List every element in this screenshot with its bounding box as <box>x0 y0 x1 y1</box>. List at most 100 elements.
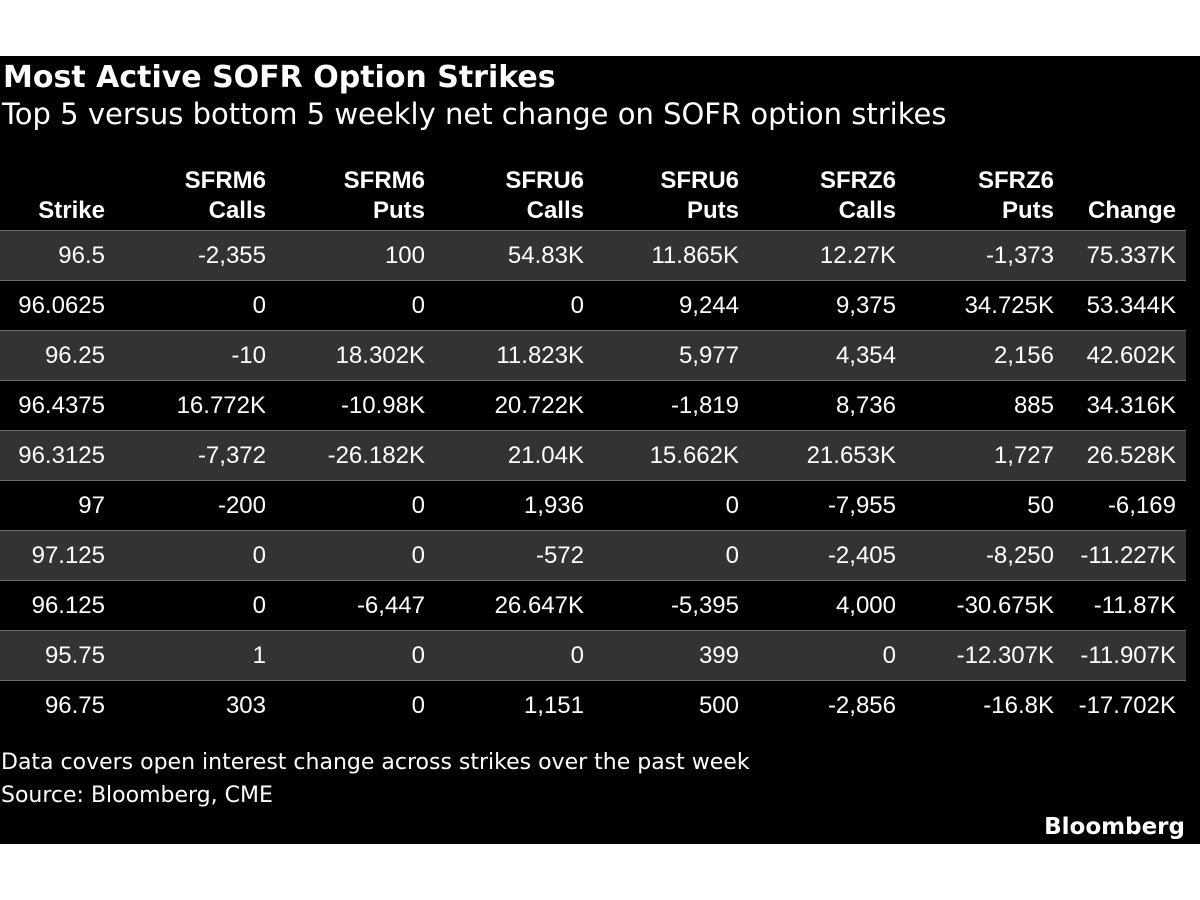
table-cell: 26.528K <box>1086 442 1176 469</box>
table-header: Strike SFRM6 Calls SFRM6 Puts SFRU6 Calls SFRU6… <box>0 162 1186 230</box>
table-cell: 885 <box>1013 392 1054 419</box>
table-cell: 4,354 <box>835 342 896 369</box>
table-cell: 15.662K <box>649 442 739 469</box>
table-cell: -1,373 <box>985 242 1054 269</box>
column-header: SFRM6 Calls <box>105 162 266 226</box>
table-cell: 4,000 <box>835 592 896 619</box>
table-cell: -572 <box>535 542 584 569</box>
column-header-line: Strike <box>38 197 105 224</box>
table-row: 97 -200 0 1,936 0 -7,955 50 -6,169 <box>0 480 1186 530</box>
bloomberg-logo: Bloomberg <box>1044 814 1185 840</box>
table-cell: 26.647K <box>494 592 584 619</box>
column-header: SFRM6 Puts <box>266 162 425 226</box>
data-table: Strike SFRM6 Calls SFRM6 Puts SFRU6 Calls SFRU6… <box>0 162 1186 730</box>
table-cell: -30.675K <box>956 592 1054 619</box>
table-cell: 16.772K <box>176 392 266 419</box>
table-cell: 42.602K <box>1086 342 1176 369</box>
table-cell: -7,372 <box>197 442 266 469</box>
table-cell: 1 <box>252 642 266 669</box>
column-header-line: Calls <box>208 197 266 224</box>
chart-title: Most Active SOFR Option Strikes <box>3 60 556 95</box>
table-cell: 34.725K <box>964 292 1054 319</box>
column-header: SFRU6 Puts <box>584 162 739 226</box>
chart-notes: Data covers open interest change across … <box>1 746 750 812</box>
strike-cell: 96.3125 <box>18 442 105 469</box>
strike-cell: 96.75 <box>44 692 105 719</box>
table-cell: 0 <box>411 492 425 519</box>
table-cell: 399 <box>698 642 739 669</box>
table-cell: 303 <box>225 692 266 719</box>
table-cell: 0 <box>882 642 896 669</box>
table-cell: 21.04K <box>507 442 584 469</box>
strike-cell: 96.125 <box>31 592 105 619</box>
table-cell: -1,819 <box>670 392 739 419</box>
table-row: 96.25 -10 18.302K 11.823K 5,977 4,354 2,156 42.… <box>0 330 1186 380</box>
table-cell: -5,395 <box>670 592 739 619</box>
table-cell: 9,375 <box>835 292 896 319</box>
table-cell: 0 <box>252 592 266 619</box>
table-cell: 18.302K <box>335 342 425 369</box>
column-header-line: Puts <box>686 197 739 224</box>
table-cell: -17.702K <box>1078 692 1176 719</box>
table-cell: -16.8K <box>983 692 1054 719</box>
table-cell: 0 <box>411 692 425 719</box>
column-header: SFRZ6 Calls <box>739 162 896 226</box>
strike-cell: 95.75 <box>44 642 105 669</box>
table-row: 96.4375 16.772K -10.98K 20.722K -1,819 8,736 8… <box>0 380 1186 430</box>
chart-panel: Most Active SOFR Option Strikes Top 5 ve… <box>0 56 1200 844</box>
table-cell: 50 <box>1027 492 1054 519</box>
footnote: Data covers open interest change across … <box>1 750 750 775</box>
table-cell: 53.344K <box>1086 292 1176 319</box>
column-header-line: SFRU6 <box>505 167 584 194</box>
table-cell: 20.722K <box>494 392 584 419</box>
table-cell: 9,244 <box>678 292 739 319</box>
column-header-line: Puts <box>372 197 425 224</box>
table-cell: -2,355 <box>197 242 266 269</box>
table-cell: 75.337K <box>1086 242 1176 269</box>
table-cell: -2,856 <box>827 692 896 719</box>
table-row: 96.125 0 -6,447 26.647K -5,395 4,000 -30.675K -… <box>0 580 1186 630</box>
strike-cell: 97 <box>78 492 105 519</box>
table-cell: 2,156 <box>993 342 1054 369</box>
table-row: 96.3125 -7,372 -26.182K 21.04K 15.662K 21.653… <box>0 430 1186 480</box>
column-header-line: SFRZ6 <box>977 167 1054 194</box>
column-header-line: SFRM6 <box>184 167 266 194</box>
table-cell: 21.653K <box>806 442 896 469</box>
table-cell: 5,977 <box>678 342 739 369</box>
table-cell: 54.83K <box>507 242 584 269</box>
column-header-line: Calls <box>838 197 896 224</box>
table-cell: 12.27K <box>819 242 896 269</box>
column-header-line: Change <box>1087 197 1176 224</box>
table-cell: -7,955 <box>827 492 896 519</box>
table-body: 96.5 -2,355 100 54.83K 11.865K 12.27K -1,373 75… <box>0 230 1186 730</box>
table-cell: 0 <box>411 292 425 319</box>
column-header: Strike <box>0 162 105 226</box>
table-row: 95.75 1 0 0 399 0 -12.307K -11.907K <box>0 630 1186 680</box>
column-header-line: Calls <box>526 197 584 224</box>
table-row: 97.125 0 0 -572 0 -2,405 -8,250 -11.227K <box>0 530 1186 580</box>
strike-cell: 96.5 <box>58 242 105 269</box>
table-cell: 1,727 <box>993 442 1054 469</box>
column-header-line: SFRU6 <box>660 167 739 194</box>
table-row: 96.0625 0 0 0 9,244 9,375 34.725K 53.344K <box>0 280 1186 330</box>
table-cell: 1,936 <box>523 492 584 519</box>
column-header-line: SFRZ6 <box>819 167 896 194</box>
table-cell: -10 <box>231 342 266 369</box>
table-cell: 100 <box>384 242 425 269</box>
table-cell: 0 <box>725 492 739 519</box>
table-cell: 0 <box>411 542 425 569</box>
table-cell: 11.823K <box>496 342 584 369</box>
source-note: Source: Bloomberg, CME <box>1 783 273 808</box>
strike-cell: 96.0625 <box>18 292 105 319</box>
table-cell: 0 <box>725 542 739 569</box>
strike-cell: 96.25 <box>44 342 105 369</box>
table-cell: -11.227K <box>1080 542 1176 569</box>
table-cell: 500 <box>698 692 739 719</box>
table-cell: 0 <box>252 542 266 569</box>
chart-subtitle: Top 5 versus bottom 5 weekly net change … <box>2 97 947 131</box>
column-header: SFRU6 Calls <box>425 162 584 226</box>
table-row: 96.75 303 0 1,151 500 -2,856 -16.8K -17.702K <box>0 680 1186 730</box>
table-cell: -6,447 <box>356 592 425 619</box>
strike-cell: 97.125 <box>31 542 105 569</box>
table-cell: 0 <box>411 642 425 669</box>
